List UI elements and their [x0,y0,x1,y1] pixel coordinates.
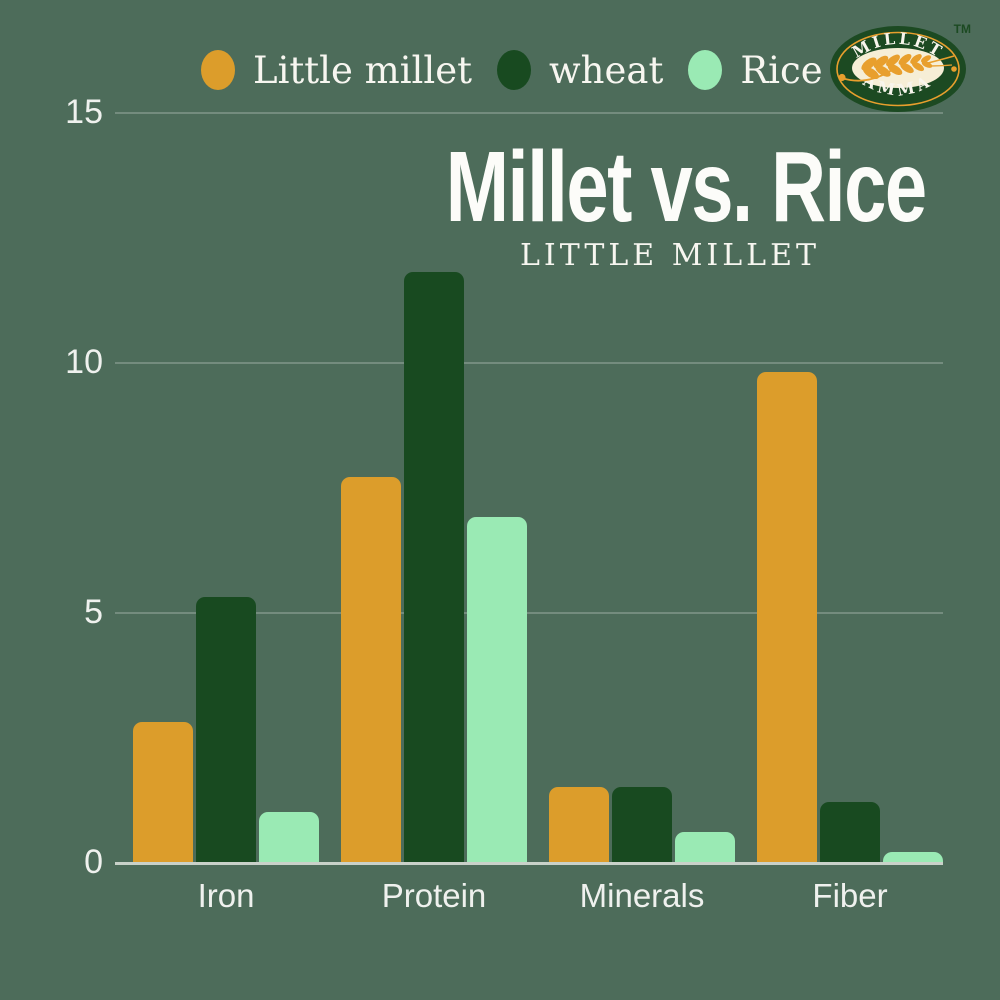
gridline-15 [115,112,943,114]
bar-rice-iron [259,812,319,862]
y-tick-5: 5 [84,593,103,631]
bar-group-minerals: Minerals [549,112,735,912]
legend-label-little-millet: Little millet [253,48,472,92]
bar-wheat-protein [404,272,464,862]
bar-wheat-minerals [612,787,672,862]
legend-swatch-rice [688,50,723,90]
y-tick-15: 15 [65,93,103,131]
legend-item-little-millet: Little millet [201,50,472,90]
legend-swatch-wheat [496,50,531,90]
brand-logo: TM MILLET AMMA [830,22,971,112]
legend-item-rice: Rice [688,48,823,92]
bar-rice-minerals [675,832,735,862]
logo-ring [836,31,960,107]
chart-legend: Little millet wheat Rice [201,50,823,90]
bar-group-iron: Iron [133,112,319,912]
trademark-symbol: TM [954,22,971,36]
bar-little-millet-fiber [757,372,817,862]
bar-group-protein: Protein [341,112,527,912]
category-label-iron: Iron [197,877,255,914]
legend-swatch-little-millet [201,50,235,90]
bar-rice-protein [467,517,527,862]
bar-chart: 15 10 5 0 Iron Protein Minerals Fiber [65,95,943,912]
wheat-ear-icon [838,53,957,82]
bar-little-millet-minerals [549,787,609,862]
chart-subtitle: LITTLE MILLET [519,238,821,273]
category-label-minerals: Minerals [579,877,705,914]
bars-row: Iron Protein Minerals Fiber [133,112,943,912]
bar-group-fiber: Fiber [757,112,943,912]
y-tick-10: 10 [65,343,103,381]
legend-label-rice: Rice [740,48,823,92]
category-label-fiber: Fiber [812,877,888,914]
bar-little-millet-protein [341,477,401,862]
chart-title: Millet vs. Rice [445,131,927,243]
bar-wheat-fiber [820,802,880,862]
title-block: Millet vs. Rice LITTLE MILLET [370,137,970,272]
bar-rice-fiber [883,852,943,862]
legend-item-wheat: wheat [496,48,664,92]
bar-wheat-iron [196,597,256,862]
legend-label-wheat: wheat [548,48,664,92]
bar-little-millet-iron [133,722,193,862]
y-tick-0: 0 [84,843,103,881]
category-label-protein: Protein [381,877,487,914]
gridline-10 [115,362,943,364]
gridline-5 [115,612,943,614]
